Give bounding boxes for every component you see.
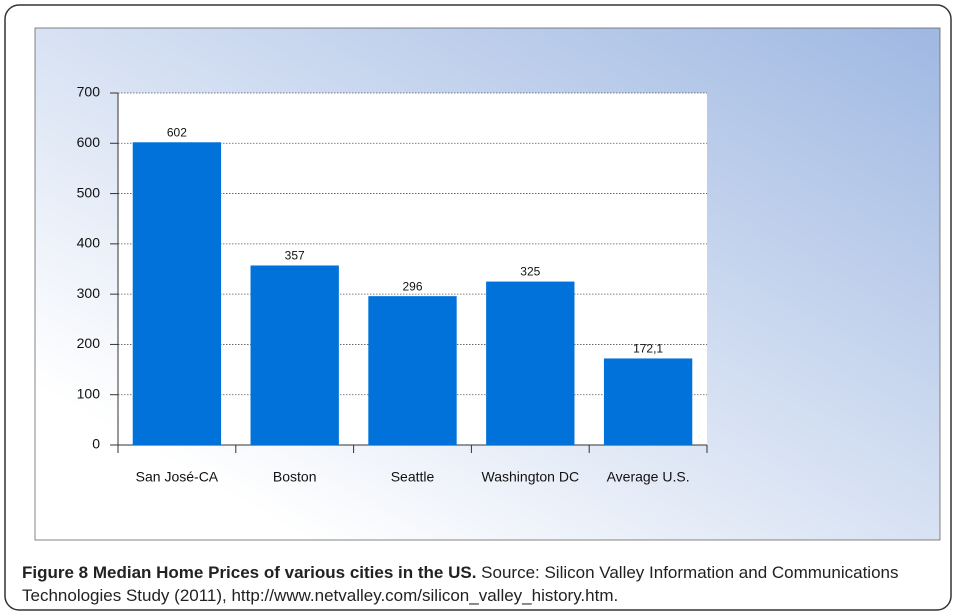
x-tick-label: Seattle xyxy=(391,469,435,485)
bar xyxy=(486,281,575,445)
y-tick-label: 600 xyxy=(77,134,101,150)
bar xyxy=(368,296,457,445)
data-label: 602 xyxy=(167,125,187,139)
bar xyxy=(132,142,222,445)
y-tick-label: 200 xyxy=(77,335,101,351)
data-label: 357 xyxy=(285,249,305,263)
caption: Figure 8 Median Home Prices of various c… xyxy=(22,561,922,607)
x-tick-label: San José-CA xyxy=(136,469,219,485)
data-label: 325 xyxy=(520,265,540,279)
bar xyxy=(250,265,339,445)
x-tick-label: Washington DC xyxy=(482,469,580,485)
caption-text: Source: Silicon Valley Information and C… xyxy=(22,563,899,605)
y-tick-label: 300 xyxy=(77,285,101,301)
figure-title: Figure 8 Median Home Prices of various c… xyxy=(22,563,476,582)
y-tick-label: 700 xyxy=(77,84,101,100)
y-tick-label: 400 xyxy=(77,235,101,251)
figure-border xyxy=(4,4,952,611)
y-tick-label: 500 xyxy=(77,184,101,200)
figure-label: Figure 8 xyxy=(22,563,89,582)
title: Median Home Prices of various cities in … xyxy=(92,563,477,582)
y-tick-label: 0 xyxy=(92,436,100,452)
x-tick-label: Boston xyxy=(273,469,317,485)
x-tick-label: Average U.S. xyxy=(607,469,690,485)
y-tick-label: 100 xyxy=(77,385,101,401)
data-label: 172,1 xyxy=(633,342,663,356)
data-label: 296 xyxy=(402,279,422,293)
bar xyxy=(603,358,693,445)
